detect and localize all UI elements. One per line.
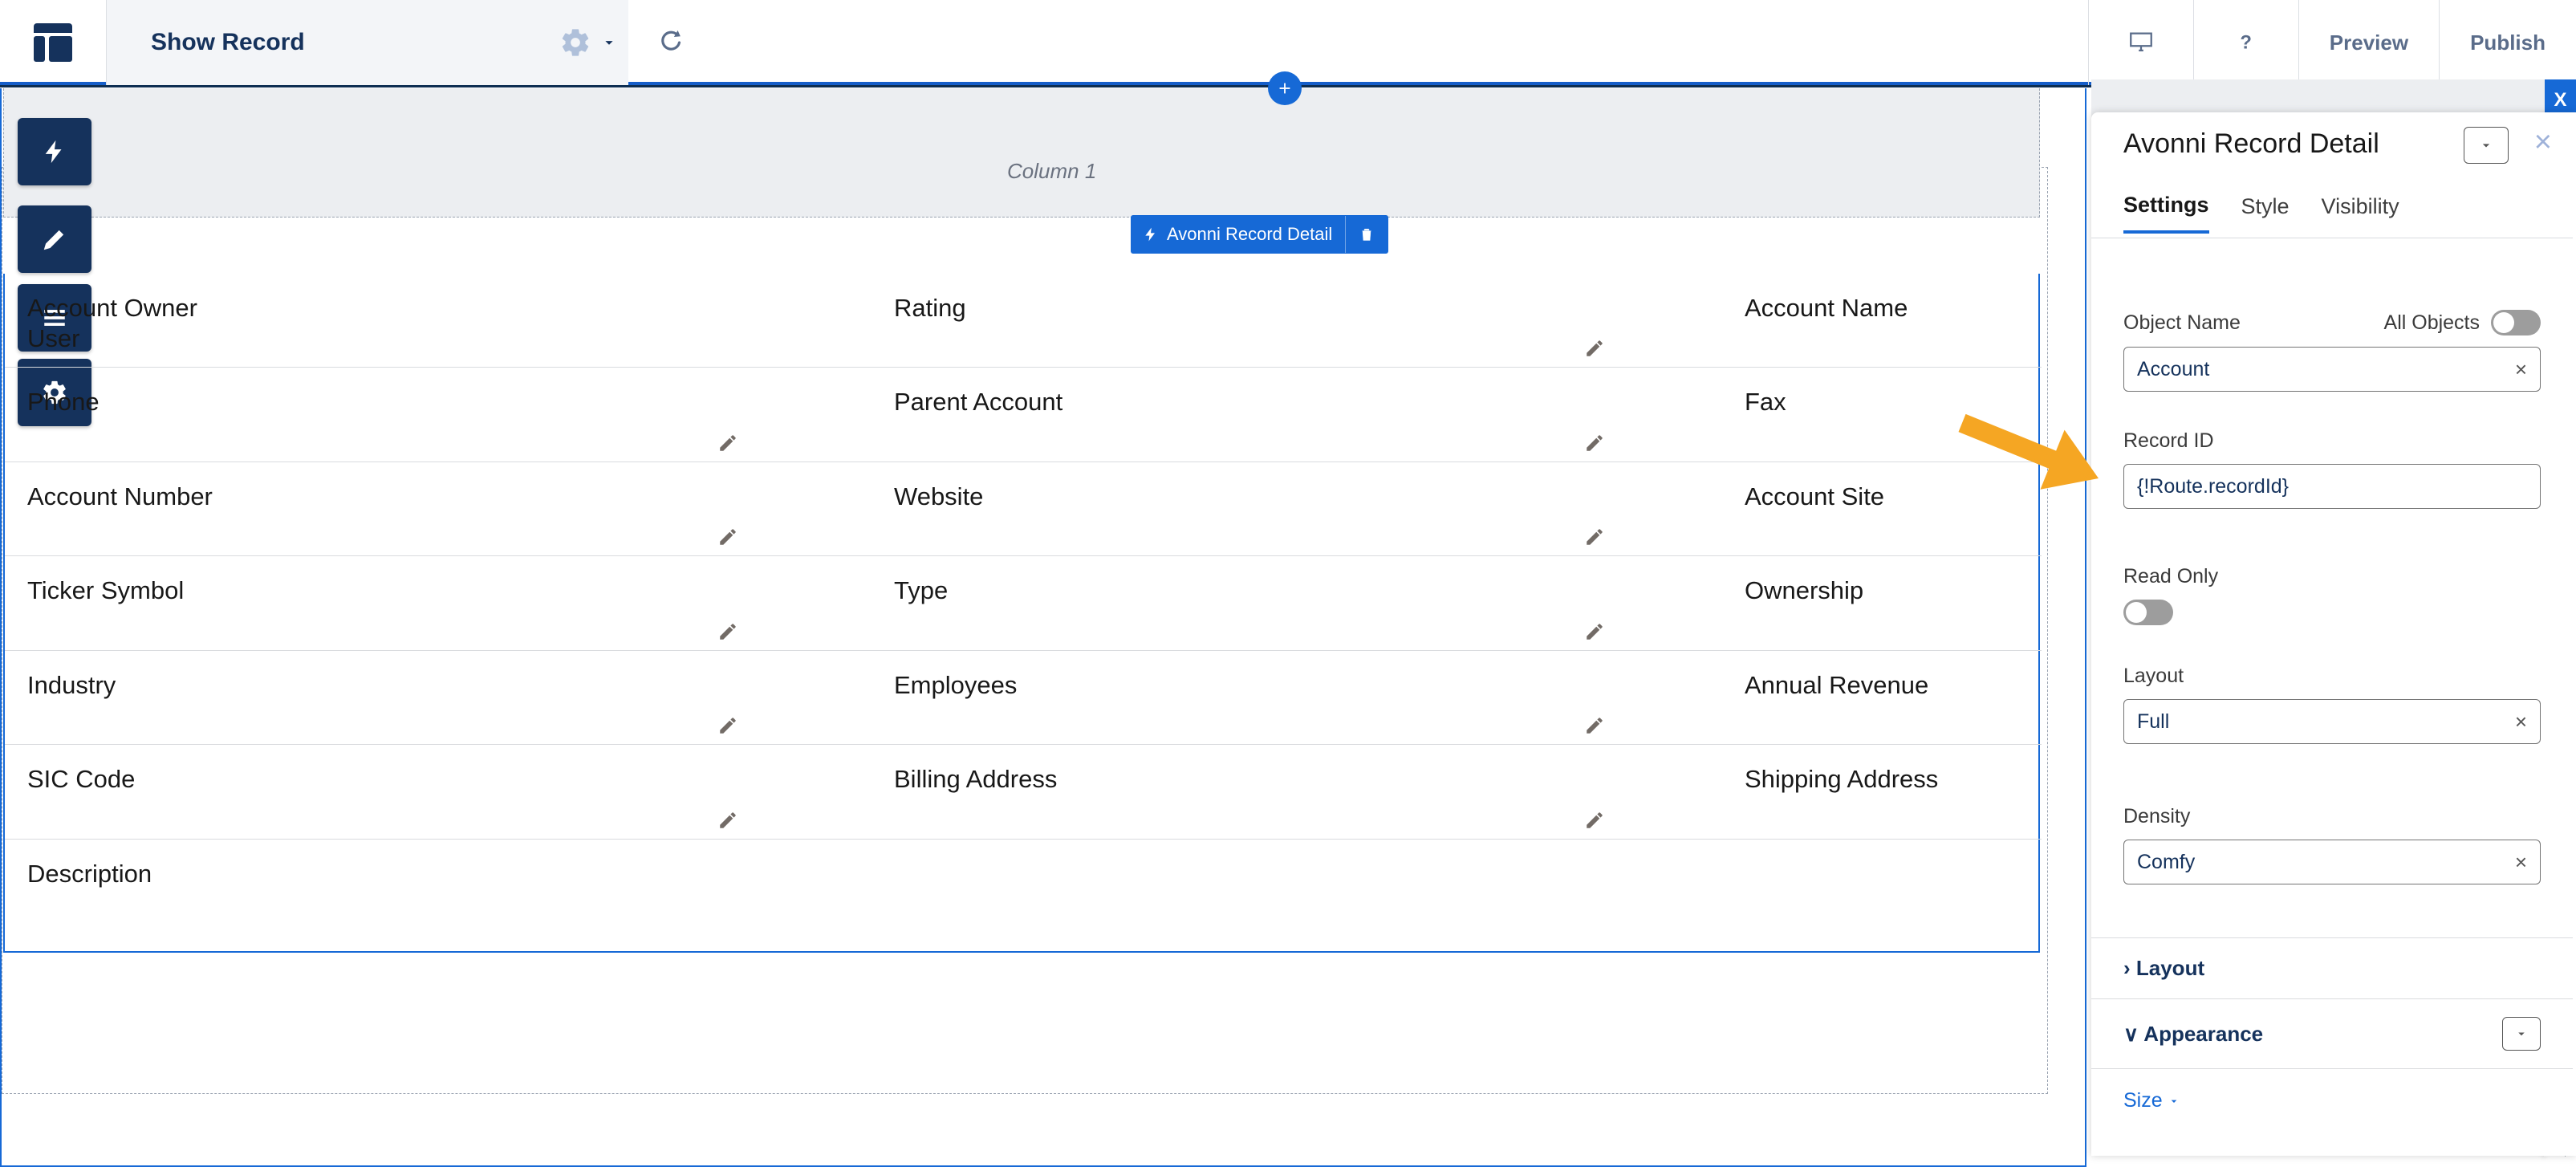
svg-text:?: ? [2240, 32, 2252, 53]
